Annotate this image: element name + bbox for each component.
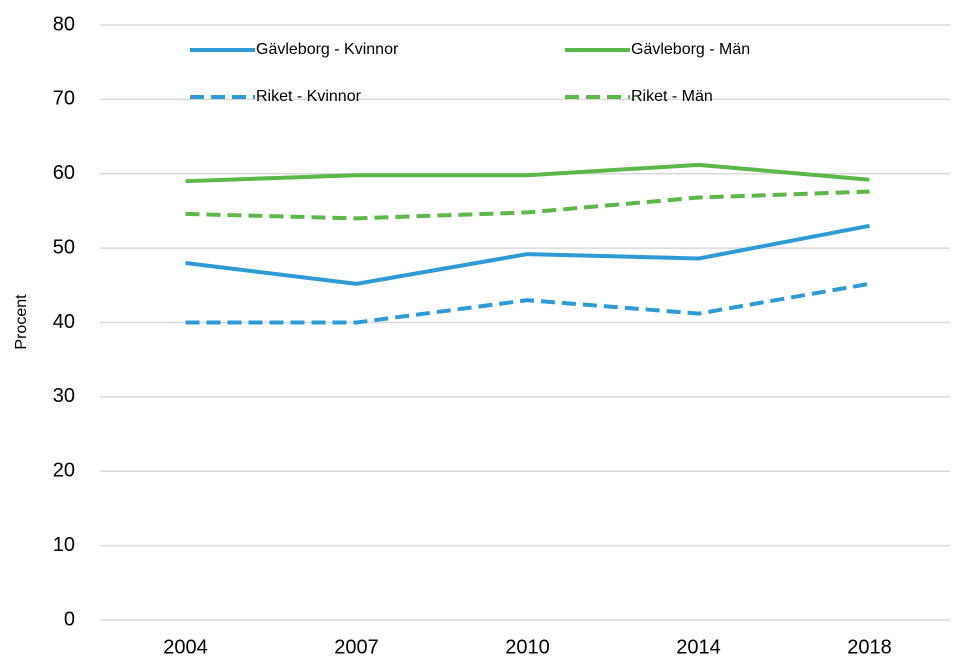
x-tick-label: 2014 [676,636,721,658]
x-tick-label: 2004 [163,636,208,658]
y-tick-label: 40 [53,311,75,333]
y-axis-label: Procent [13,294,30,350]
series-line [185,281,870,325]
legend-label: Riket - Kvinnor [256,88,362,105]
series-line [185,223,870,286]
legend-label: Gävleborg - Kvinnor [256,41,399,58]
y-tick-label: 70 [53,88,75,110]
x-tick-label: 2018 [847,636,892,658]
series-line [185,162,870,184]
y-tick-label: 20 [53,460,75,482]
y-tick-label: 0 [64,608,75,630]
y-tick-label: 50 [53,236,75,258]
y-tick-label: 80 [53,13,75,35]
series-line [185,189,870,221]
x-tick-label: 2007 [334,636,379,658]
y-tick-label: 60 [53,162,75,184]
y-tick-label: 30 [53,385,75,407]
y-tick-label: 10 [53,534,75,556]
x-tick-label: 2010 [505,636,550,658]
legend-label: Gävleborg - Män [631,41,750,58]
legend-label: Riket - Män [631,88,713,105]
